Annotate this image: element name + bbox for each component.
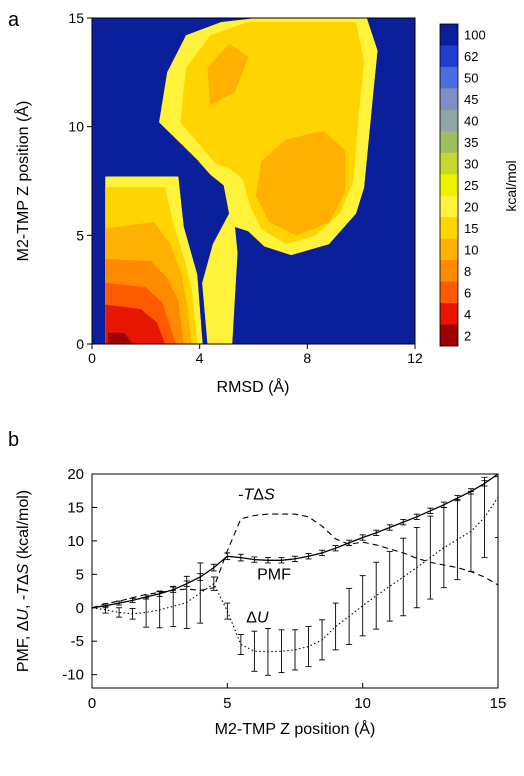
colorbar-swatch-45 xyxy=(440,88,458,111)
colorbar-swatch-25 xyxy=(440,174,458,197)
colorbar-swatch-62 xyxy=(440,45,458,68)
colorbar-swatch-30 xyxy=(440,152,458,175)
colorbar-level-label: 25 xyxy=(464,178,478,193)
series-line-2 xyxy=(92,513,498,609)
colorbar: 100 62 50 45 40 35 30 25 20 15 10 8 6 4 2 xyxy=(439,23,486,347)
series-label-1: ΔU xyxy=(246,609,269,626)
heatmap-plot xyxy=(92,18,415,344)
series-line-0 xyxy=(92,474,498,609)
line-y-tick-label: 15 xyxy=(67,499,84,516)
colorbar-frame xyxy=(439,23,459,347)
colorbar-swatch-8 xyxy=(440,260,458,282)
colorbar-level-label: 62 xyxy=(464,49,478,64)
colorbar-level-label: 15 xyxy=(464,221,478,236)
heatmap-x-tick-label: 0 xyxy=(88,350,96,366)
panel-a-letter: a xyxy=(8,9,20,31)
series-label-2: -TΔS xyxy=(238,486,275,503)
colorbar-swatch-10 xyxy=(440,238,458,261)
heatmap-y-tick-label: 5 xyxy=(76,227,84,243)
heatmap-y-tick-label: 0 xyxy=(76,336,84,352)
heatmap-x-ticks: 0 4 8 12 xyxy=(88,344,423,366)
line-x-tick-label: 10 xyxy=(354,695,371,712)
heatmap-region-6 xyxy=(207,43,249,106)
panel-b-letter: b xyxy=(8,429,19,451)
series-line-1 xyxy=(92,497,498,653)
line-x-tick-label: 5 xyxy=(223,695,231,712)
heatmap-y-label: M2-TMP Z position (Å) xyxy=(13,101,32,262)
colorbar-level-label: 50 xyxy=(464,71,478,86)
heatmap-y-ticks: 0 5 10 15 xyxy=(68,10,92,352)
colorbar-swatch-40 xyxy=(440,109,458,132)
colorbar-level-label: 4 xyxy=(464,307,471,322)
colorbar-swatch-100 xyxy=(440,24,458,46)
colorbar-swatch-4 xyxy=(440,303,458,325)
colorbar-level-label: 20 xyxy=(464,200,478,215)
line-y-tick-label: -10 xyxy=(62,667,84,684)
heatmap-region-5 xyxy=(255,130,346,236)
colorbar-swatch-6 xyxy=(440,281,458,304)
colorbar-level-label: 100 xyxy=(464,28,486,43)
heatmap-y-tick-label: 10 xyxy=(68,119,84,135)
heatmap-x-tick-label: 4 xyxy=(196,350,204,366)
heatmap-x-tick-label: 12 xyxy=(407,350,423,366)
line-x-tick-label: 15 xyxy=(490,695,507,712)
colorbar-level-label: 10 xyxy=(464,242,478,257)
colorbar-level-label: 35 xyxy=(464,135,478,150)
series-labels: PMF ΔU -TΔS xyxy=(238,486,291,626)
line-y-ticks: -10 -5 0 5 10 15 20 xyxy=(62,466,97,684)
colorbar-level-label: 2 xyxy=(464,328,471,343)
colorbar-swatch-2 xyxy=(440,324,458,347)
colorbar-level-label: 6 xyxy=(464,285,471,300)
line-y-tick-label: 5 xyxy=(76,566,84,583)
colorbar-label: kcal/mol xyxy=(503,160,519,211)
colorbar-level-label: 45 xyxy=(464,92,478,107)
colorbar-level-label: 40 xyxy=(464,114,478,129)
heatmap-x-label: RMSD (Å) xyxy=(217,377,290,396)
colorbar-swatch-15 xyxy=(440,217,458,239)
line-plot-frame xyxy=(91,473,499,689)
colorbar-level-label: 30 xyxy=(464,157,478,172)
colorbar-swatch-35 xyxy=(440,131,458,154)
heatmap-y-tick-label: 15 xyxy=(68,10,84,26)
line-y-tick-label: 10 xyxy=(67,533,84,550)
line-x-label: M2-TMP Z position (Å) xyxy=(215,719,376,738)
line-plot xyxy=(92,474,498,676)
heatmap-x-tick-label: 8 xyxy=(303,350,311,366)
line-y-tick-label: 0 xyxy=(76,600,84,617)
line-x-tick-label: 0 xyxy=(88,695,96,712)
colorbar-level-label: 8 xyxy=(464,264,471,279)
line-y-tick-label: -5 xyxy=(71,633,84,650)
heatmap-region-10 xyxy=(107,332,133,344)
colorbar-swatch-50 xyxy=(440,66,458,89)
heatmap-frame xyxy=(91,17,416,345)
colorbar-swatch-20 xyxy=(440,195,458,218)
line-y-tick-label: 20 xyxy=(67,466,84,483)
series-label-0: PMF xyxy=(257,567,291,584)
line-y-label: PMF, ΔU, -TΔS (kcal/mol) xyxy=(15,490,32,672)
line-x-ticks: 0 5 10 15 xyxy=(88,683,507,712)
